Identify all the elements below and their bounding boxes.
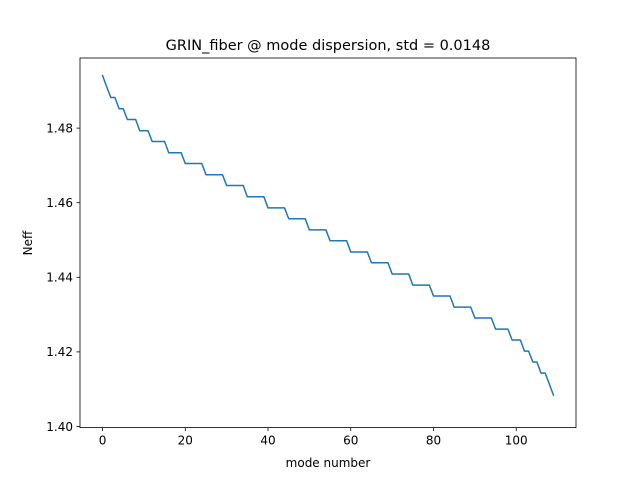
y-tick-label: 1.46 <box>46 196 73 210</box>
chart-title: GRIN_fiber @ mode dispersion, std = 0.01… <box>166 38 491 54</box>
y-axis-label: Neff <box>21 230 35 255</box>
x-tick-label: 0 <box>99 434 107 448</box>
x-tick-label: 60 <box>343 434 358 448</box>
x-tick-label: 80 <box>426 434 441 448</box>
series-layer <box>101 74 555 397</box>
plot-area <box>80 58 576 428</box>
y-tick-label: 1.40 <box>46 420 73 434</box>
x-tick-label: 40 <box>260 434 275 448</box>
y-axis: 1.40 1.42 1.44 1.46 1.48 <box>46 121 80 434</box>
x-axis-label: mode number <box>286 456 371 470</box>
plot-frame <box>79 57 577 429</box>
series-line-0 <box>101 74 555 397</box>
x-tick-label: 100 <box>505 434 528 448</box>
x-tick-label: 20 <box>178 434 193 448</box>
y-tick-label: 1.48 <box>46 121 73 135</box>
y-tick-label: 1.44 <box>46 271 73 285</box>
x-axis: 0 20 40 60 80 100 <box>99 427 528 448</box>
y-tick-label: 1.42 <box>46 345 73 359</box>
